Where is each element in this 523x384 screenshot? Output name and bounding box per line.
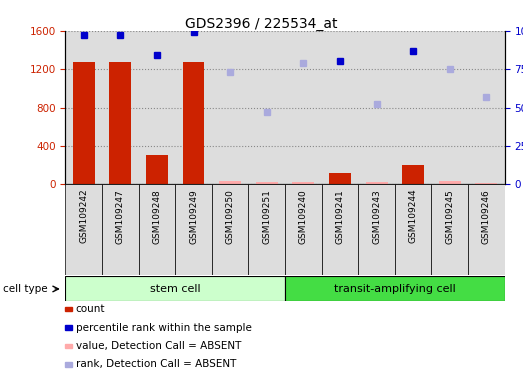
Text: GSM109243: GSM109243 xyxy=(372,189,381,243)
Text: GSM109240: GSM109240 xyxy=(299,189,308,243)
Bar xyxy=(285,184,322,275)
Bar xyxy=(256,182,278,184)
Bar xyxy=(139,31,175,184)
Bar xyxy=(431,31,468,184)
Bar xyxy=(212,31,248,184)
Bar xyxy=(395,184,431,275)
Bar xyxy=(183,62,204,184)
Text: GSM109247: GSM109247 xyxy=(116,189,125,243)
Text: GSM109250: GSM109250 xyxy=(225,189,235,244)
Bar xyxy=(65,184,102,275)
Bar xyxy=(248,31,285,184)
Bar xyxy=(102,31,139,184)
Text: GSM109241: GSM109241 xyxy=(335,189,345,243)
Text: GSM109249: GSM109249 xyxy=(189,189,198,243)
Bar xyxy=(475,183,497,184)
Bar xyxy=(358,31,395,184)
Bar xyxy=(322,31,358,184)
Text: GDS2396 / 225534_at: GDS2396 / 225534_at xyxy=(185,17,338,31)
Bar xyxy=(285,276,505,301)
Text: cell type: cell type xyxy=(3,284,47,294)
Bar xyxy=(73,62,95,184)
Bar xyxy=(175,184,212,275)
Bar xyxy=(285,31,322,184)
Bar xyxy=(431,184,468,275)
Text: GSM109242: GSM109242 xyxy=(79,189,88,243)
Text: GSM109245: GSM109245 xyxy=(445,189,454,243)
Text: value, Detection Call = ABSENT: value, Detection Call = ABSENT xyxy=(76,341,241,351)
Bar xyxy=(439,182,461,184)
Bar xyxy=(468,184,505,275)
Text: stem cell: stem cell xyxy=(150,284,200,294)
Bar xyxy=(175,31,212,184)
Text: GSM109248: GSM109248 xyxy=(152,189,162,243)
Bar xyxy=(468,31,505,184)
Text: GSM109251: GSM109251 xyxy=(262,189,271,244)
Bar xyxy=(322,184,358,275)
Bar xyxy=(366,182,388,184)
Text: transit-amplifying cell: transit-amplifying cell xyxy=(334,284,456,294)
Bar xyxy=(109,62,131,184)
Bar xyxy=(292,182,314,184)
Bar xyxy=(219,182,241,184)
Bar xyxy=(358,184,395,275)
Bar xyxy=(102,184,139,275)
Bar xyxy=(65,31,102,184)
Text: count: count xyxy=(76,304,105,314)
Text: GSM109244: GSM109244 xyxy=(408,189,418,243)
Bar xyxy=(395,31,431,184)
Bar xyxy=(329,173,351,184)
Bar xyxy=(248,184,285,275)
Text: percentile rank within the sample: percentile rank within the sample xyxy=(76,323,252,333)
Text: rank, Detection Call = ABSENT: rank, Detection Call = ABSENT xyxy=(76,359,236,369)
Text: GSM109246: GSM109246 xyxy=(482,189,491,243)
Bar xyxy=(139,184,175,275)
Bar xyxy=(146,155,168,184)
Bar xyxy=(65,276,285,301)
Bar xyxy=(212,184,248,275)
Bar xyxy=(402,165,424,184)
